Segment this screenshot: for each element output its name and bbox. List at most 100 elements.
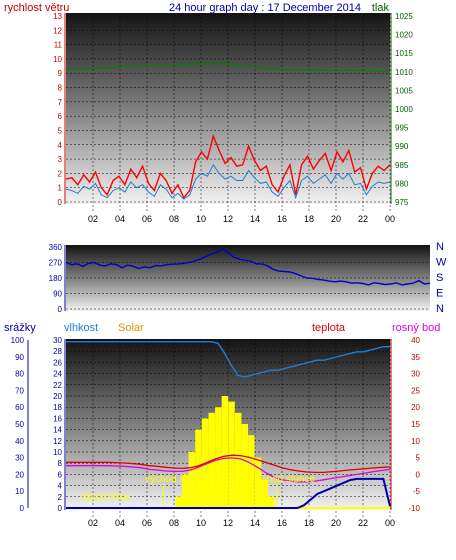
wind-speed-tick-5: 5 bbox=[58, 126, 63, 135]
chart-title: 24 hour graph day : 17 December 2014 bbox=[169, 2, 361, 14]
sunrise-annotation: východ slunce bbox=[145, 474, 209, 485]
solar-bar bbox=[195, 429, 202, 508]
rain-tick-20: 20 bbox=[15, 470, 24, 479]
pressure-tick-995: 995 bbox=[395, 124, 409, 133]
wind-direction-grid bbox=[66, 246, 430, 310]
temperature-tick--10: -10 bbox=[408, 504, 420, 513]
temperature-tick-35: 35 bbox=[411, 353, 420, 362]
temperature-tick-0: 0 bbox=[416, 470, 421, 479]
pressure-tick-990: 990 bbox=[395, 142, 409, 151]
rain-axis: 0 10 20 30 40 50 60 70 80 90 100 bbox=[11, 336, 29, 513]
x-tick-label-00: 00 bbox=[385, 518, 395, 528]
rain-tick-80: 80 bbox=[15, 370, 24, 379]
wind-speed-tick-0: 0 bbox=[58, 198, 63, 207]
solar-bar bbox=[248, 435, 255, 508]
solar-bar bbox=[221, 396, 229, 508]
wind-average-line bbox=[65, 163, 391, 200]
wind-speed-tick-8: 8 bbox=[58, 84, 63, 93]
dewpoint-line bbox=[66, 457, 391, 483]
humidity-tick-0: 0 bbox=[58, 504, 63, 513]
pressure-tick-985: 985 bbox=[395, 161, 409, 170]
rain-tick-100: 100 bbox=[11, 336, 25, 345]
rain-line bbox=[66, 477, 391, 509]
direction-tick-270: 270 bbox=[49, 259, 63, 268]
temperature-label: teplota bbox=[312, 322, 346, 334]
temperature-axis: -10 -5 0 5 10 15 20 25 30 35 40 bbox=[390, 336, 421, 513]
wind-speed-tick-7: 7 bbox=[58, 98, 63, 107]
direction-tick-90: 90 bbox=[53, 290, 62, 299]
wind-speed-tick-1: 1 bbox=[58, 184, 63, 193]
pressure-line bbox=[66, 62, 390, 72]
wind-speed-tick-9: 9 bbox=[58, 69, 63, 78]
rain-label: srážky bbox=[4, 322, 36, 334]
x-tick-label-14: 14 bbox=[250, 214, 260, 224]
solar-bar bbox=[175, 496, 182, 508]
wind-gust-line bbox=[65, 133, 391, 200]
temperature-tick-25: 25 bbox=[411, 386, 420, 395]
solar-bar bbox=[182, 474, 189, 508]
temperature-line bbox=[66, 454, 391, 474]
temperature-tick--5: -5 bbox=[413, 487, 421, 496]
compass-tick-S: S bbox=[436, 272, 443, 284]
wind-speed-label: rychlost větru bbox=[4, 2, 69, 14]
pressure-axis: 975 980 985 990 995 1000 1005 1010 1015 1020 1025 bbox=[390, 12, 413, 207]
pressure-tick-1000: 1000 bbox=[395, 105, 413, 114]
solar-bar bbox=[188, 452, 196, 508]
rain-tick-70: 70 bbox=[15, 386, 24, 395]
wind-speed-tick-3: 3 bbox=[58, 155, 63, 164]
x-tick-label-04: 04 bbox=[115, 518, 125, 528]
humidity-tick-16: 16 bbox=[53, 414, 62, 423]
solar-bar bbox=[254, 457, 262, 508]
temperature-tick-30: 30 bbox=[411, 370, 420, 379]
wind-speed-tick-10: 10 bbox=[53, 55, 62, 64]
wind-pressure-series bbox=[65, 62, 391, 200]
direction-tick-180: 180 bbox=[49, 274, 63, 283]
x-tick-label-18: 18 bbox=[304, 214, 314, 224]
humidity-label: vlhkost bbox=[64, 322, 98, 334]
x-tick-label-06: 06 bbox=[142, 214, 152, 224]
humidity-tick-20: 20 bbox=[53, 392, 62, 401]
pressure-tick-1025: 1025 bbox=[395, 12, 413, 21]
x-tick-label-22: 22 bbox=[358, 518, 368, 528]
wind-speed-tick-12: 12 bbox=[53, 26, 62, 35]
compass-tick-N: N bbox=[436, 303, 444, 315]
temperature-tick-20: 20 bbox=[411, 403, 420, 412]
wind-pressure-grid bbox=[66, 13, 391, 213]
x-tick-label-10: 10 bbox=[196, 214, 206, 224]
pressure-tick-1010: 1010 bbox=[395, 68, 413, 77]
x-tick-label-08: 08 bbox=[169, 518, 179, 528]
rain-tick-10: 10 bbox=[15, 487, 24, 496]
x-tick-label-08: 08 bbox=[169, 214, 179, 224]
wind-pressure-x-axis: 02 04 06 08 10 12 14 16 18 20 22 00 bbox=[88, 214, 395, 224]
wind-speed-tick-11: 11 bbox=[54, 41, 63, 50]
pressure-tick-980: 980 bbox=[395, 179, 409, 188]
x-tick-label-18: 18 bbox=[304, 518, 314, 528]
x-tick-label-20: 20 bbox=[331, 518, 341, 528]
temperature-tick-15: 15 bbox=[411, 420, 420, 429]
humidity-tick-22: 22 bbox=[53, 381, 62, 390]
humidity-tick-26: 26 bbox=[53, 358, 62, 367]
moon-rise-annotation: Moon Rise bbox=[82, 492, 130, 503]
solar-bar bbox=[267, 496, 275, 508]
pressure-tick-1005: 1005 bbox=[395, 86, 413, 95]
rain-tick-30: 30 bbox=[15, 454, 24, 463]
temperature-tick-40: 40 bbox=[411, 336, 420, 345]
pressure-label: tlak bbox=[372, 2, 390, 14]
wind-direction-line bbox=[65, 248, 431, 286]
pressure-tick-1020: 1020 bbox=[395, 31, 413, 40]
wind-speed-tick-6: 6 bbox=[58, 112, 63, 121]
humidity-tick-10: 10 bbox=[53, 448, 62, 457]
x-tick-label-12: 12 bbox=[223, 518, 233, 528]
compass-tick-N: N bbox=[436, 241, 444, 253]
humidity-temp-series bbox=[66, 341, 391, 509]
wind-speed-tick-13: 13 bbox=[53, 12, 62, 21]
wind-direction-series bbox=[65, 248, 431, 286]
direction-tick-360: 360 bbox=[49, 243, 63, 252]
